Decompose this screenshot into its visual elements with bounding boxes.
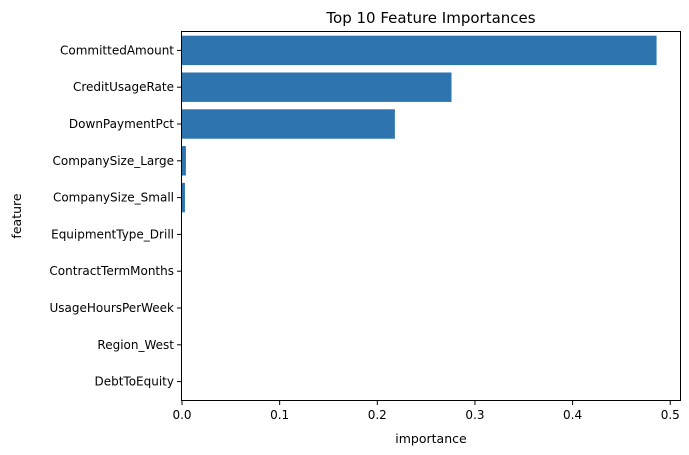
- bar-downpaymentpct: [182, 109, 395, 139]
- y-axis-ticks: CommittedAmount CreditUsageRate DownPaymen…: [49, 43, 182, 389]
- chart-title: Top 10 Feature Importances: [325, 9, 535, 27]
- y-tick-label-committedamount: CommittedAmount: [60, 43, 174, 57]
- y-tick-label-companysize-small: CompanySize_Small: [53, 191, 174, 205]
- plot-area-frame: [181, 31, 681, 401]
- x-tick-label: 0.2: [368, 408, 387, 422]
- x-tick-label: 0.5: [661, 408, 680, 422]
- y-tick-label-companysize-large: CompanySize_Large: [53, 154, 174, 168]
- bar-creditusagerate: [182, 72, 452, 102]
- x-axis-label: importance: [395, 431, 467, 446]
- x-tick-label: 0.3: [465, 408, 484, 422]
- bar-committedamount: [182, 35, 657, 66]
- y-axis-label: feature: [9, 193, 24, 238]
- bar-companysize-large: [182, 146, 186, 176]
- y-tick-label-debttoequity: DebtToEquity: [94, 375, 174, 389]
- x-tick-label: 0.0: [172, 408, 191, 422]
- x-tick-label: 0.1: [270, 408, 289, 422]
- bars-group: [182, 35, 657, 213]
- bar-companysize-small: [182, 182, 185, 213]
- y-tick-label-contracttermmonths: ContractTermMonths: [49, 264, 174, 278]
- y-tick-label-downpaymentpct: DownPaymentPct: [69, 117, 174, 131]
- x-axis-ticks: 0.0 0.1 0.2 0.3 0.4 0.5: [172, 400, 680, 422]
- y-tick-label-usagehoursperweek: UsageHoursPerWeek: [49, 301, 174, 315]
- y-tick-label-equipmenttype-drill: EquipmentType_Drill: [51, 227, 174, 241]
- y-tick-label-region-west: Region_West: [97, 338, 174, 352]
- x-tick-label: 0.4: [563, 408, 582, 422]
- y-tick-label-creditusagerate: CreditUsageRate: [73, 80, 174, 94]
